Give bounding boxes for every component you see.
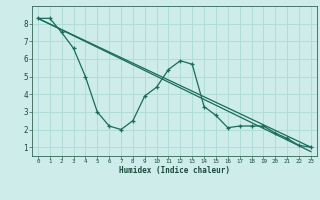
X-axis label: Humidex (Indice chaleur): Humidex (Indice chaleur) xyxy=(119,166,230,175)
